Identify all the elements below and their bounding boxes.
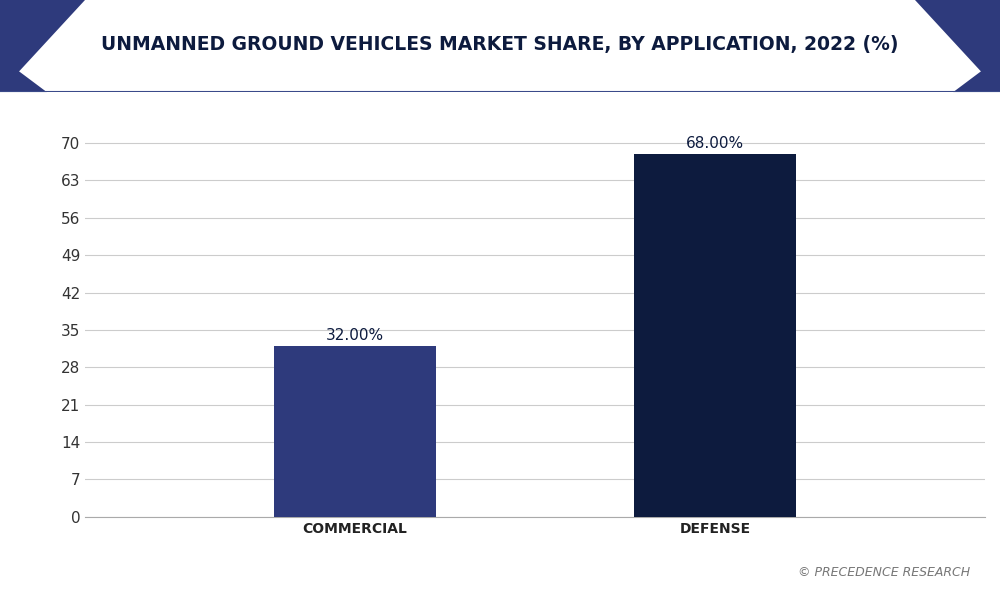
- Polygon shape: [915, 0, 1000, 92]
- Text: 32.00%: 32.00%: [326, 328, 384, 343]
- Polygon shape: [0, 0, 85, 92]
- Polygon shape: [0, 57, 47, 92]
- Bar: [274, 346, 436, 517]
- Text: © PRECEDENCE RESEARCH: © PRECEDENCE RESEARCH: [798, 566, 970, 579]
- Text: 68.00%: 68.00%: [686, 135, 744, 151]
- Bar: [634, 154, 796, 517]
- Polygon shape: [953, 57, 1000, 92]
- Text: UNMANNED GROUND VEHICLES MARKET SHARE, BY APPLICATION, 2022 (%): UNMANNED GROUND VEHICLES MARKET SHARE, B…: [101, 34, 899, 53]
